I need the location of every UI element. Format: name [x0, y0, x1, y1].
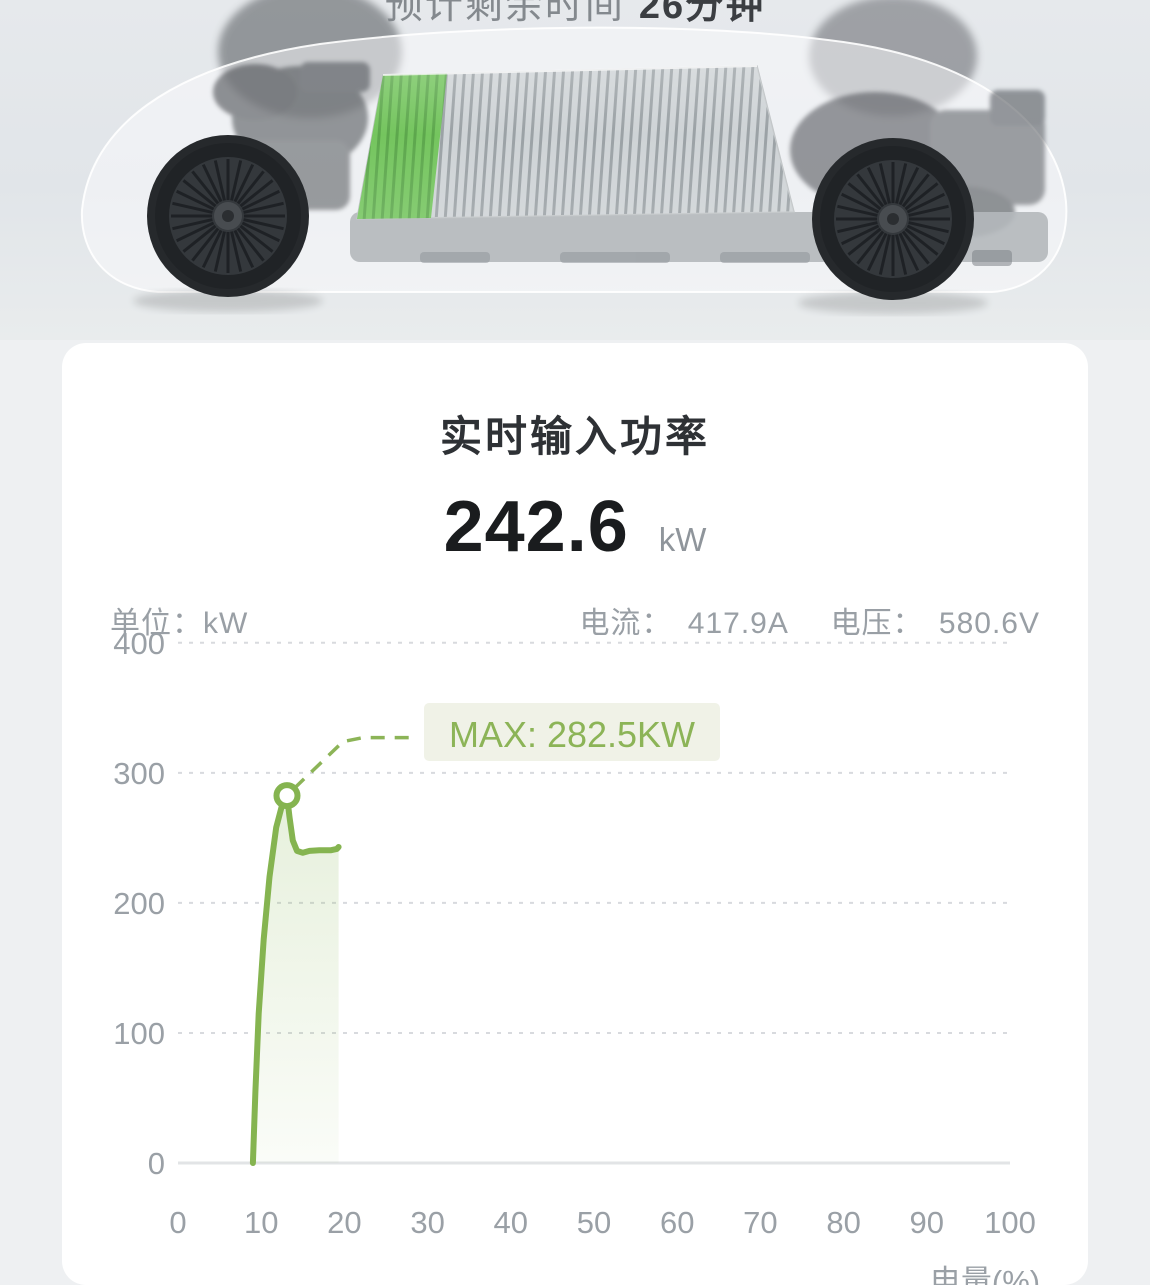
max-power-label: MAX: 282.5KW [449, 714, 695, 755]
rear-wheel [812, 138, 974, 300]
voltage-value: 580.6V [938, 607, 1040, 640]
svg-text:400: 400 [113, 626, 165, 661]
svg-text:200: 200 [113, 886, 165, 921]
chart-area-fill [252, 795, 339, 1163]
svg-text:100: 100 [984, 1205, 1036, 1240]
rear-wheel-shadow [798, 292, 988, 314]
voltage-label: 电压： [830, 607, 924, 640]
svg-text:70: 70 [743, 1205, 777, 1240]
front-wheel-shadow [133, 290, 323, 312]
electrical-readings: 电流： 417.9A 电压： 580.6V [573, 598, 1040, 642]
charging-curve-chart: MAX: 282.5KW 0 100 200 300 400 0 10 20 30 40 50 60 7… [62, 620, 1088, 1285]
svg-text:20: 20 [327, 1205, 361, 1240]
front-wheel [147, 135, 309, 297]
svg-text:电量(%): 电量(%) [930, 1264, 1040, 1285]
svg-text:0: 0 [169, 1205, 186, 1240]
svg-text:60: 60 [660, 1205, 694, 1240]
remaining-time-value: 26分钟 [638, 0, 766, 27]
power-unit: kW [658, 521, 707, 558]
card-title: 实时输入功率 [439, 413, 710, 460]
chart-power-line [249, 792, 342, 1166]
chart-axis-labels: 0 100 200 300 400 0 10 20 30 40 50 60 70 80 90 100 电量(%) [113, 626, 1040, 1285]
svg-text:30: 30 [410, 1205, 444, 1240]
svg-text:80: 80 [826, 1205, 860, 1240]
rear-wheel-spokes [836, 162, 950, 276]
power-card: 实时输入功率 242.6 kW 单位：kW 电流： 417.9A 电压： 580… [62, 343, 1088, 1285]
power-value-row: 242.6 kW [62, 486, 1088, 568]
meta-row: 单位：kW 电流： 417.9A 电压： 580.6V [62, 598, 1088, 642]
svg-text:10: 10 [244, 1205, 278, 1240]
power-value: 242.6 [443, 487, 629, 567]
car-chassis-illustration: 预计剩余时间 26分钟 [0, 0, 1150, 340]
unit-note: 单位：kW [110, 607, 249, 640]
remaining-time-label: 预计剩余时间 [384, 0, 625, 27]
battery-pack [356, 65, 795, 220]
svg-text:50: 50 [577, 1205, 611, 1240]
svg-text:40: 40 [494, 1205, 528, 1240]
current-label: 电流： [579, 607, 673, 640]
chart-max-annotation: MAX: 282.5KW [273, 703, 720, 810]
max-point-marker [273, 782, 301, 810]
svg-text:90: 90 [910, 1205, 944, 1240]
remaining-time: 预计剩余时间 26分钟 [0, 0, 1150, 29]
front-wheel-spokes [171, 159, 285, 273]
charging-curve-svg: MAX: 282.5KW 0 100 200 300 400 0 10 20 30 40 50 60 7… [113, 626, 1040, 1285]
car-chassis-svg [80, 0, 1068, 314]
current-value: 417.9A [687, 607, 788, 640]
svg-text:0: 0 [148, 1146, 165, 1181]
svg-text:300: 300 [113, 756, 165, 791]
svg-text:100: 100 [113, 1016, 165, 1051]
